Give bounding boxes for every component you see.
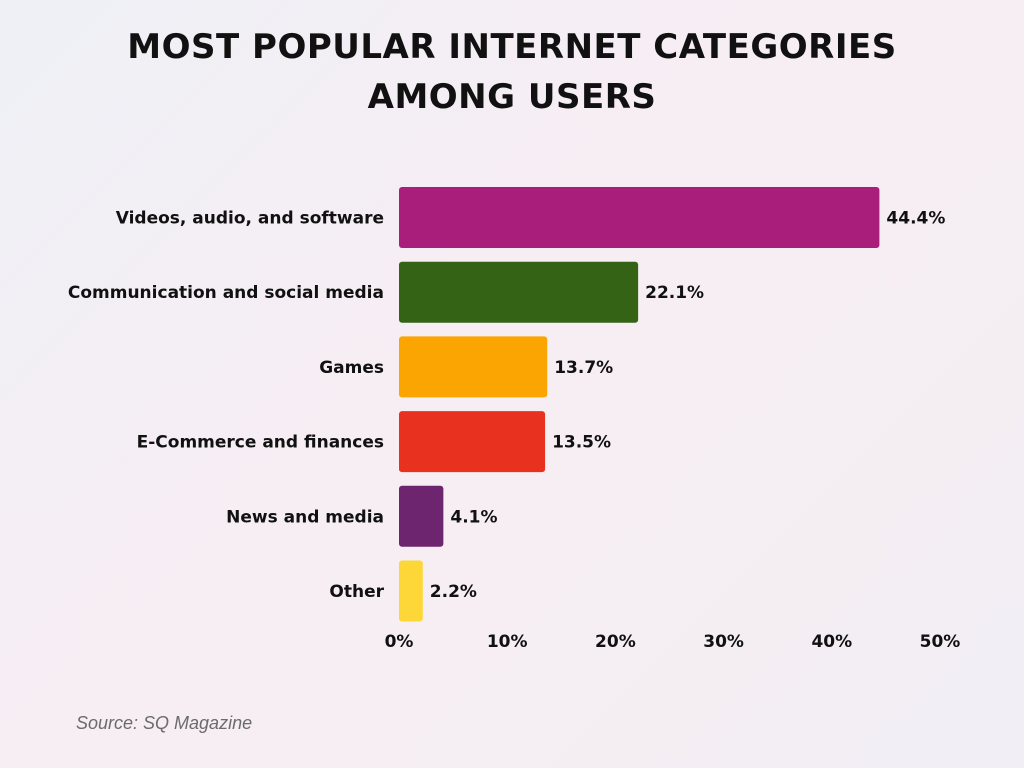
x-tick-label-4: 40% (811, 632, 852, 652)
x-tick-label-3: 30% (703, 632, 744, 652)
category-label-0: Videos, audio, and software (116, 209, 384, 229)
bar-0 (399, 187, 880, 248)
category-label-1: Communication and social media (68, 283, 384, 303)
bar-1 (399, 261, 639, 323)
source-note: Source: SQ Magazine (76, 713, 253, 733)
chart-title-line-1: MOST POPULAR INTERNET CATEGORIES (127, 27, 897, 67)
data-label-1: 22.1% (645, 283, 704, 303)
x-tick-label-2: 20% (595, 632, 636, 652)
x-tick-label-0: 0% (385, 632, 414, 652)
category-label-5: Other (329, 582, 384, 602)
x-tick-label-1: 10% (487, 632, 528, 652)
bar-4 (399, 485, 444, 547)
bar-3 (399, 411, 546, 473)
x-tick-label-5: 50% (920, 632, 961, 652)
category-label-4: News and media (226, 507, 384, 527)
data-label-5: 2.2% (430, 582, 477, 602)
data-label-3: 13.5% (552, 433, 611, 453)
category-label-3: E-Commerce and finances (137, 433, 384, 453)
data-label-0: 44.4% (886, 209, 945, 229)
bar-2 (399, 336, 548, 398)
data-label-4: 4.1% (450, 507, 497, 527)
chart-title: MOST POPULAR INTERNET CATEGORIES AMONG U… (0, 22, 1024, 122)
chart-title-line-2: AMONG USERS (367, 77, 657, 117)
category-label-2: Games (319, 358, 384, 378)
bar-5 (399, 560, 423, 622)
data-label-2: 13.7% (554, 358, 613, 378)
